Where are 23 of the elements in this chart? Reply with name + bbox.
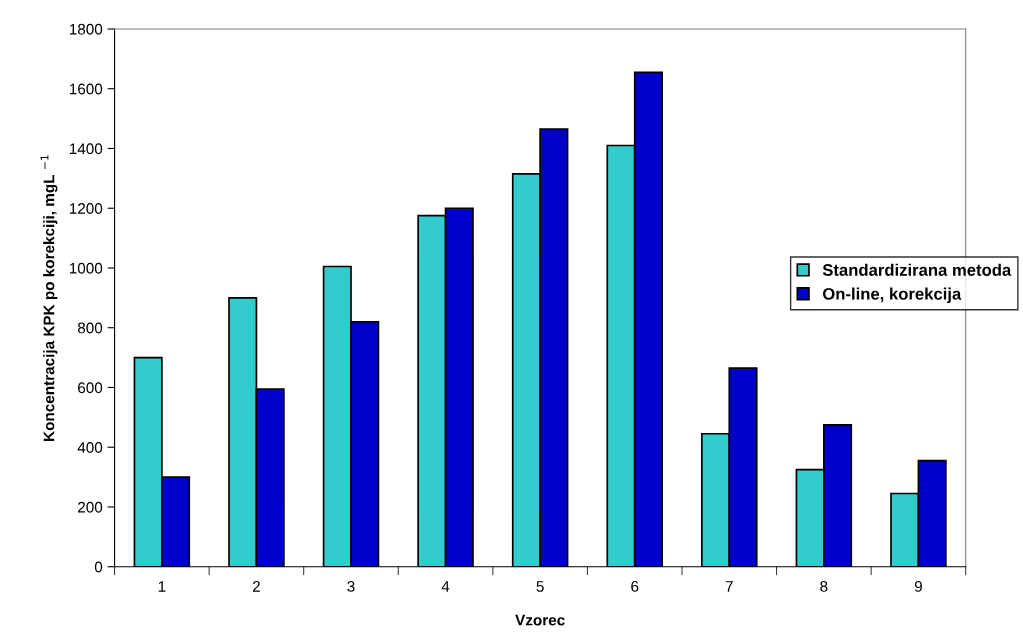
y-tick-label: 1000 (69, 262, 103, 274)
x-tick-label: 6 (631, 581, 639, 592)
y-tick-label: 1200 (69, 203, 103, 214)
y-tick-label: 200 (78, 501, 103, 513)
legend-label: On-line, korekcija (822, 287, 962, 304)
y-tick-label: 1400 (69, 143, 103, 155)
x-tick-label: 4 (441, 581, 450, 592)
x-tick-label: 1 (158, 581, 166, 592)
y-tick-label: 400 (77, 442, 103, 453)
x-tick-label: 2 (252, 581, 260, 592)
x-axis-title: Vzorec (515, 614, 565, 626)
legend-label: Standardizirana metoda (822, 263, 1012, 276)
x-tick-label: 3 (347, 581, 355, 592)
y-tick-label: 800 (77, 322, 103, 334)
x-tick-label: 7 (725, 581, 733, 592)
y-tick-label: 0 (94, 561, 103, 573)
x-tick-label: 9 (914, 581, 922, 592)
x-tick-label: 8 (820, 581, 828, 592)
y-tick-label: 1600 (69, 83, 103, 95)
y-axis-title: Koncentracija KPK po korekciji, mgL $^{−1}$ (40, 155, 58, 441)
y-tick-label: 1800 (69, 23, 103, 35)
y-tick-label: 600 (78, 382, 103, 394)
x-tick-label: 5 (536, 581, 544, 592)
